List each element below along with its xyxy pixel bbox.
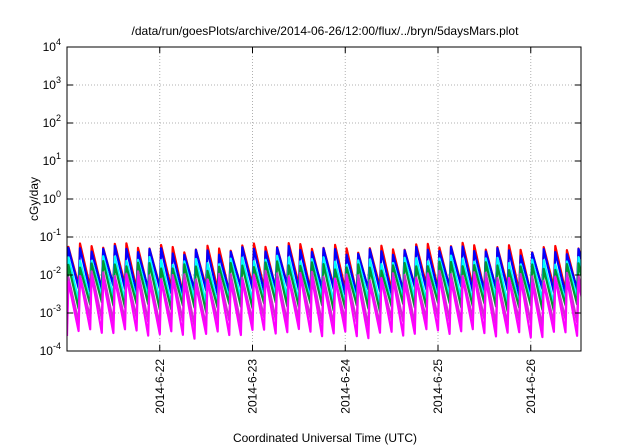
x-tick-label: 2014-6-24 [338,359,352,414]
y-tick-label: 101 [43,151,61,168]
series-line [67,273,581,340]
y-tick-label: 10-4 [40,341,61,358]
x-tick-label: 2014-6-25 [431,359,445,414]
x-tick-label: 2014-6-22 [153,359,167,414]
y-tick-label: 10-2 [40,265,61,282]
series-line [67,260,581,313]
y-tick-label: 102 [43,113,61,130]
y-tick-label: 103 [43,75,61,92]
x-axis-title: Coordinated Universal Time (UTC) [233,431,417,445]
series-lines [67,241,581,340]
x-tick-label: 2014-6-26 [524,359,538,414]
y-tick-label: 10-3 [40,303,61,320]
series-line [67,244,581,297]
y-axis: 10-4 10-3 10-2 10-1 100 101 102 103 104 [40,37,581,358]
y-tick-label: 10-1 [40,227,61,244]
x-tick-label: 2014-6-23 [246,359,260,414]
series-line [67,269,581,329]
chart-title: /data/run/goesPlots/archive/2014-06-26/1… [132,24,520,38]
y-tick-label: 104 [43,37,61,54]
x-axis: 2014-6-22 2014-6-23 2014-6-24 2014-6-25 2014… [153,47,538,414]
series-line [67,254,581,307]
y-tick-label: 100 [43,189,61,206]
y-axis-title: cGy/day [27,177,41,221]
